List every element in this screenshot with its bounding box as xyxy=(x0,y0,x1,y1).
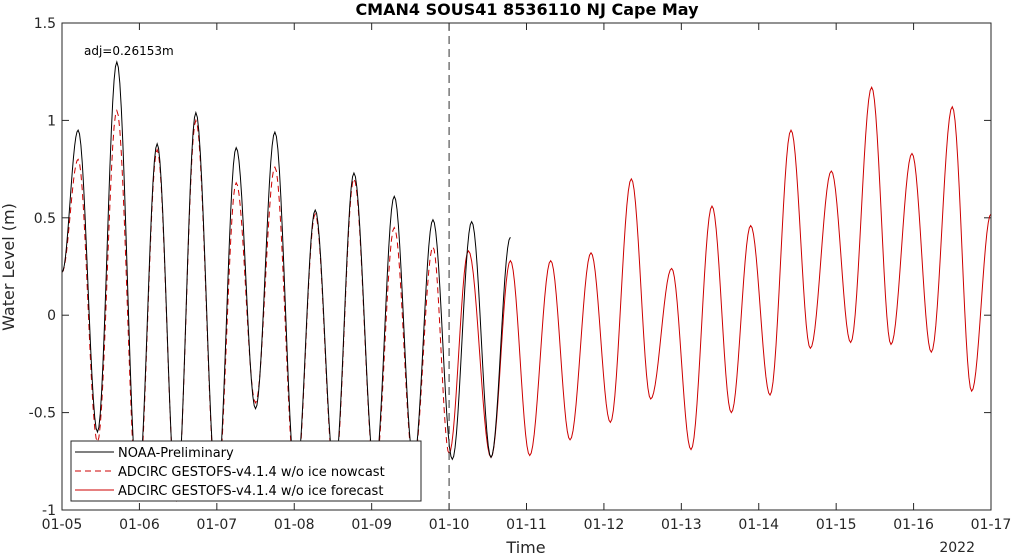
x-tick-label: 01-11 xyxy=(506,517,547,533)
x-tick-label: 01-06 xyxy=(119,517,160,533)
y-tick-label: 0.5 xyxy=(34,211,56,227)
y-tick-label: 1 xyxy=(47,113,56,129)
y-axis-label: Water Level (m) xyxy=(0,203,18,331)
legend-label-noaa: NOAA-Preliminary xyxy=(118,446,234,461)
plot-area xyxy=(62,23,991,510)
legend-label-forecast: ADCIRC GESTOFS-v4.1.4 w/o ice forecast xyxy=(118,484,383,499)
legend: NOAA-Preliminary ADCIRC GESTOFS-v4.1.4 w… xyxy=(70,440,422,502)
legend-box xyxy=(70,440,422,502)
x-tick-label: 01-13 xyxy=(661,517,702,533)
y-tick-label: 1.5 xyxy=(34,16,56,32)
series-adcirc-forecast xyxy=(448,86,992,459)
x-tick-label: 01-05 xyxy=(42,517,83,533)
y-tick-label: -1 xyxy=(42,503,56,519)
series-adcirc-nowcast xyxy=(61,109,450,502)
y-axis: -1 -0.5 0 0.5 1 1.5 xyxy=(29,16,991,519)
legend-label-nowcast: ADCIRC GESTOFS-v4.1.4 w/o ice nowcast xyxy=(118,465,385,480)
x-tick-label: 01-10 xyxy=(429,517,470,533)
x-axis: 01-05 01-06 01-07 01-08 01-09 01-10 01-11 01-12… xyxy=(42,23,1012,533)
x-tick-label: 01-14 xyxy=(738,517,779,533)
year-label: 2022 xyxy=(939,540,975,555)
x-tick-label: 01-07 xyxy=(196,517,237,533)
y-tick-label: 0 xyxy=(47,308,56,324)
x-tick-label: 01-16 xyxy=(893,517,934,533)
x-tick-label: 01-08 xyxy=(274,517,315,533)
x-axis-label: Time xyxy=(505,538,545,555)
x-tick-label: 01-12 xyxy=(584,517,625,533)
y-tick-label: -0.5 xyxy=(29,406,56,422)
adjustment-annotation: adj=0.26153m xyxy=(84,44,174,58)
x-tick-label: 01-15 xyxy=(816,517,857,533)
chart-title: CMAN4 SOUS41 8536110 NJ Cape May xyxy=(355,0,699,19)
plot-frame xyxy=(61,22,992,511)
x-tick-label: 01-09 xyxy=(351,517,392,533)
x-tick-label: 01-17 xyxy=(971,517,1012,533)
